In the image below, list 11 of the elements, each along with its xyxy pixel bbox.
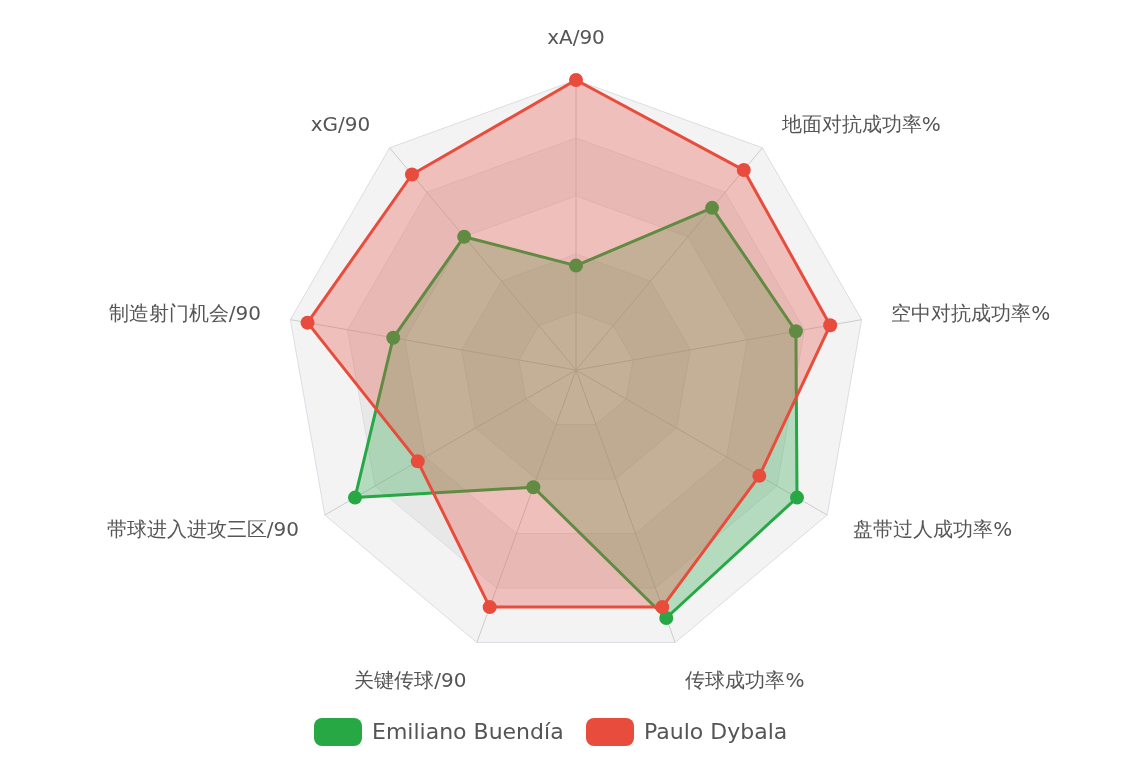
spoke-label: xA/90 — [547, 25, 605, 49]
spoke-label: 地面对抗成功率% — [780, 111, 941, 136]
spoke-label: 空中对抗成功率% — [891, 301, 1051, 326]
spoke-label: 带球进入进攻三区/90 — [106, 517, 299, 541]
spoke-label: 传球成功率% — [685, 667, 805, 692]
legend-label: Emiliano Buendía — [372, 719, 564, 744]
legend-label: Paulo Dybala — [644, 719, 788, 744]
spoke-label: 关键传球/90 — [354, 667, 467, 692]
spoke-label: 盘带过人成功率% — [853, 517, 1013, 541]
spoke-label: xG/90 — [310, 111, 371, 136]
spoke-label: 制造射门机会/90 — [108, 301, 261, 326]
